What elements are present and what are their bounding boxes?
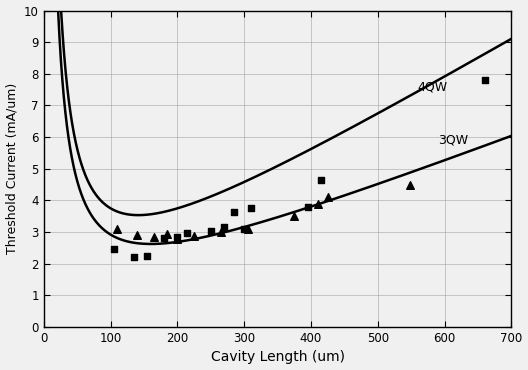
- Text: 3QW: 3QW: [438, 134, 468, 147]
- Point: [324, 194, 332, 200]
- Point: [247, 205, 255, 211]
- Point: [150, 234, 158, 240]
- Y-axis label: Threshold Current (mA/um): Threshold Current (mA/um): [6, 83, 18, 255]
- Point: [290, 213, 298, 219]
- Point: [183, 230, 192, 236]
- Point: [133, 232, 142, 238]
- Point: [160, 235, 168, 241]
- Point: [230, 209, 239, 215]
- Point: [304, 204, 312, 210]
- Point: [317, 177, 325, 183]
- Point: [243, 226, 252, 232]
- Point: [216, 229, 225, 235]
- Point: [206, 228, 215, 233]
- Point: [113, 226, 121, 232]
- Point: [314, 201, 322, 206]
- Point: [220, 224, 229, 230]
- Point: [173, 236, 182, 242]
- Point: [130, 254, 138, 260]
- Point: [480, 77, 489, 83]
- Point: [110, 246, 118, 252]
- Point: [143, 253, 152, 259]
- X-axis label: Cavity Length (um): Cavity Length (um): [211, 350, 345, 364]
- Point: [240, 226, 248, 232]
- Point: [163, 231, 172, 237]
- Point: [406, 182, 414, 188]
- Point: [173, 234, 182, 240]
- Text: 4QW: 4QW: [418, 80, 448, 93]
- Point: [190, 233, 199, 239]
